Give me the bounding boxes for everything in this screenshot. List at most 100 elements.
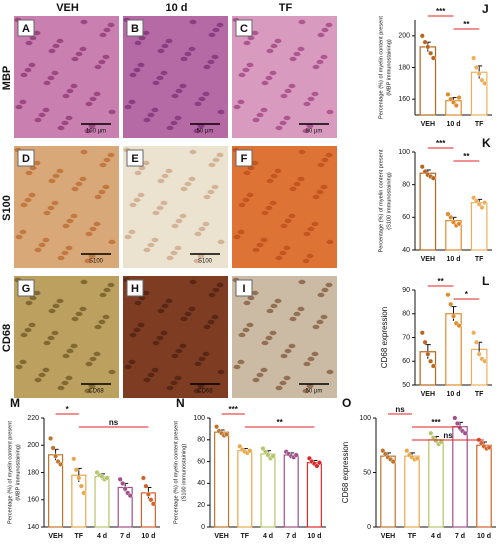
data-point	[81, 490, 87, 496]
y-axis-label: (MBP immunostaining)	[386, 39, 392, 96]
y-tick-label: 220	[27, 415, 39, 422]
data-point	[428, 430, 434, 436]
cell	[151, 107, 159, 113]
data-point	[237, 443, 243, 449]
data-point	[48, 435, 54, 441]
cell	[129, 332, 137, 338]
cell	[33, 290, 41, 296]
cell	[311, 91, 319, 97]
cell	[124, 234, 132, 240]
cell	[102, 314, 110, 320]
cell	[75, 181, 83, 187]
bar	[214, 431, 230, 528]
cell	[142, 290, 150, 296]
data-point	[476, 351, 482, 357]
cell	[89, 226, 97, 232]
cell	[311, 351, 319, 357]
cell	[242, 327, 250, 333]
data-point	[414, 455, 420, 461]
cell	[128, 99, 136, 105]
x-tick-label: TF	[475, 121, 484, 128]
cell	[80, 19, 88, 25]
panel-letter: C	[240, 23, 248, 35]
x-tick-label: TF	[241, 533, 250, 540]
x-tick-label: 10 d	[477, 533, 491, 540]
x-tick-label: 10 d	[446, 256, 460, 263]
cell	[108, 109, 116, 115]
y-tick-label: 50	[402, 382, 410, 389]
cell	[252, 117, 260, 123]
bar	[260, 453, 276, 528]
cell	[143, 377, 151, 383]
panel-letter-box	[17, 279, 35, 297]
cell	[279, 380, 287, 386]
data-point	[265, 452, 271, 458]
cell	[128, 229, 136, 235]
cell	[143, 247, 151, 253]
panel-letter: E	[131, 153, 138, 165]
cell	[317, 292, 325, 298]
cell	[80, 149, 88, 155]
cell	[61, 380, 69, 386]
data-point	[473, 339, 479, 345]
cell	[79, 46, 87, 52]
cell	[283, 245, 291, 251]
data-point	[428, 358, 434, 364]
y-axis-label: (MBP immunostaining)	[15, 444, 21, 501]
cell	[279, 120, 287, 126]
cell	[103, 157, 111, 163]
cell	[48, 308, 56, 314]
cell	[165, 38, 173, 44]
cell	[189, 279, 197, 285]
y-tick-label: 100	[193, 415, 205, 422]
cell	[216, 22, 224, 28]
cell	[152, 80, 160, 86]
cell	[47, 205, 55, 211]
cell	[65, 245, 73, 251]
cell	[217, 369, 225, 375]
cell	[275, 255, 283, 261]
cell	[270, 173, 278, 179]
cell	[66, 218, 74, 224]
cell	[184, 51, 192, 57]
cell	[270, 303, 278, 309]
panel-letter-box	[235, 19, 253, 37]
cell	[297, 306, 305, 312]
cell	[242, 197, 250, 203]
cell	[207, 59, 215, 65]
data-point	[456, 323, 462, 329]
y-tick-label: 80	[402, 311, 410, 318]
cell	[297, 46, 305, 52]
panel-letter: H	[131, 283, 139, 295]
cell	[133, 197, 141, 203]
cell	[157, 48, 165, 54]
cell	[174, 375, 182, 381]
data-point	[404, 448, 410, 454]
cell	[134, 40, 142, 46]
cell	[134, 170, 142, 176]
y-axis-label: (S100 immunostaining)	[181, 444, 187, 502]
scale-caption: 50 µm	[306, 389, 323, 395]
cell	[260, 237, 268, 243]
bar	[419, 172, 437, 251]
x-tick-label: TF	[408, 533, 417, 540]
cell	[43, 80, 51, 86]
cell	[208, 32, 216, 38]
cell	[47, 335, 55, 341]
y-tick-label: 20	[197, 502, 205, 509]
y-tick-label: 50	[363, 469, 371, 476]
cell	[134, 300, 142, 306]
cell	[62, 223, 70, 229]
bar	[470, 202, 488, 251]
data-point	[140, 475, 146, 481]
significance-label: *	[66, 405, 70, 414]
y-axis-label: Percentage (%) of myelin content present	[378, 149, 384, 252]
cell	[270, 43, 278, 49]
significance-label: **	[276, 418, 283, 427]
cell	[246, 192, 254, 198]
cell	[51, 330, 59, 336]
cell	[160, 330, 168, 336]
scale-caption: 80 µm	[306, 129, 323, 135]
cell	[307, 226, 315, 232]
cell	[57, 385, 65, 391]
